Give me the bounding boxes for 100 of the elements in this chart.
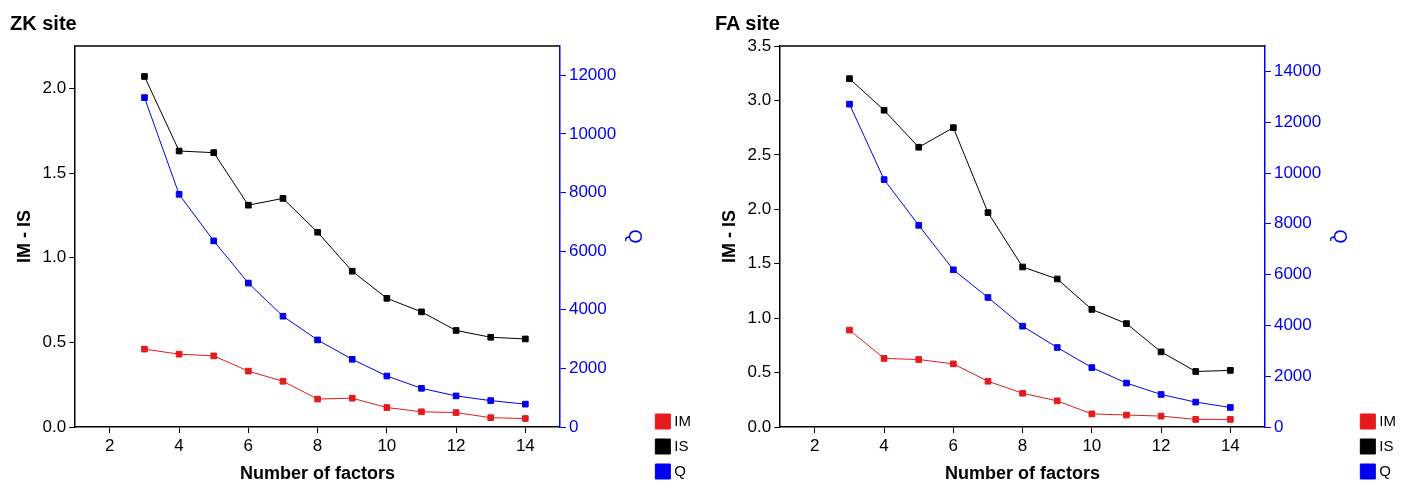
point — [1019, 263, 1026, 271]
y2-tick-label: 10000 — [1273, 162, 1322, 182]
point — [418, 308, 425, 316]
y2-tick-label: 12000 — [568, 65, 617, 84]
point — [1157, 348, 1165, 356]
point — [279, 195, 287, 202]
x-tick-label: 8 — [312, 435, 323, 455]
y2-tick-label: 4000 — [1273, 315, 1312, 335]
legend-label: IS — [1379, 436, 1394, 454]
point — [487, 414, 495, 422]
point — [314, 395, 321, 403]
x-tick-label: 6 — [948, 435, 959, 455]
point — [1088, 410, 1096, 418]
point — [1227, 416, 1234, 423]
y-axis-title: IM - IS — [13, 210, 34, 263]
x-tick-label: 10 — [1082, 435, 1102, 455]
point — [175, 147, 183, 155]
x-tick-label: 12 — [446, 435, 466, 455]
y-tick-label: 0.0 — [747, 416, 772, 436]
point — [1157, 391, 1165, 398]
y2-axis-title: Q — [1330, 229, 1351, 244]
y-tick-label: 2.5 — [747, 144, 772, 164]
point — [383, 404, 391, 411]
point — [984, 377, 992, 385]
point — [1019, 322, 1026, 330]
y2-tick-label: 6000 — [1273, 264, 1312, 284]
x-tick-label: 14 — [1220, 435, 1240, 455]
point — [279, 312, 287, 320]
point — [1123, 411, 1130, 419]
point — [314, 228, 321, 236]
point — [348, 267, 356, 275]
point — [1192, 368, 1200, 375]
x-tick-label: 12 — [1151, 435, 1171, 455]
point — [141, 345, 148, 353]
point — [245, 367, 252, 375]
point — [452, 409, 460, 416]
point — [452, 327, 460, 334]
y2-tick-label: 2000 — [1273, 365, 1312, 385]
y-tick-label: 3.5 — [747, 35, 772, 55]
point — [1123, 320, 1130, 327]
point — [950, 266, 957, 274]
y2-tick-label: 0 — [568, 416, 579, 436]
point — [522, 400, 529, 408]
point — [950, 124, 957, 131]
point — [141, 73, 148, 80]
point — [210, 352, 218, 360]
legend-label: IS — [674, 436, 689, 454]
point — [210, 237, 218, 245]
point — [141, 94, 148, 101]
point — [522, 335, 529, 343]
point — [1088, 306, 1096, 313]
y2-tick-label: 6000 — [568, 240, 607, 260]
x-tick-label: 2 — [810, 435, 820, 455]
point — [210, 149, 218, 157]
y-tick-label: 1.5 — [747, 253, 772, 273]
x-tick-label: 4 — [174, 435, 184, 455]
y2-tick-label: 12000 — [1273, 111, 1322, 131]
y-axis-title: IM - IS — [718, 210, 739, 263]
y2-tick-label: 8000 — [1273, 213, 1312, 233]
point — [1192, 416, 1200, 423]
point — [383, 294, 391, 302]
y-tick-label: 0.5 — [42, 332, 67, 352]
y2-tick-label: 2000 — [568, 358, 607, 378]
point — [880, 355, 888, 362]
point — [846, 100, 853, 108]
point — [880, 176, 888, 183]
x-tick-label: 4 — [879, 435, 889, 455]
point — [1227, 367, 1234, 374]
point — [915, 143, 923, 151]
point — [984, 209, 992, 216]
x-tick-label: 2 — [105, 435, 115, 455]
y-tick-label: 2.0 — [747, 198, 772, 218]
point — [1157, 412, 1165, 420]
point — [984, 294, 992, 301]
y-tick-label: 1.0 — [747, 307, 772, 327]
point — [846, 75, 853, 82]
point — [950, 360, 957, 368]
chart-title: ZK site — [10, 11, 77, 34]
y-tick-label: 3.0 — [747, 90, 772, 110]
legend-label: Q — [1379, 461, 1392, 479]
y2-tick-label: 4000 — [568, 299, 607, 319]
y-tick-label: 2.0 — [42, 78, 67, 98]
x-tick-label: 6 — [243, 435, 254, 455]
legend-label: IM — [674, 411, 692, 429]
legend-label: IM — [1379, 411, 1397, 429]
point — [452, 392, 460, 400]
point — [348, 394, 356, 402]
point — [245, 279, 252, 287]
point — [418, 384, 425, 392]
point — [1053, 344, 1061, 351]
y2-tick-label: 8000 — [568, 182, 607, 202]
point — [279, 377, 287, 385]
y-tick-label: 0.0 — [42, 416, 67, 436]
point — [1053, 275, 1061, 283]
x-axis-title: Number of factors — [945, 463, 1101, 484]
point — [1053, 397, 1061, 405]
y-tick-label: 1.5 — [42, 162, 67, 182]
y2-axis-title: Q — [625, 229, 646, 244]
point — [1088, 364, 1096, 371]
x-tick-label: 10 — [377, 435, 397, 455]
